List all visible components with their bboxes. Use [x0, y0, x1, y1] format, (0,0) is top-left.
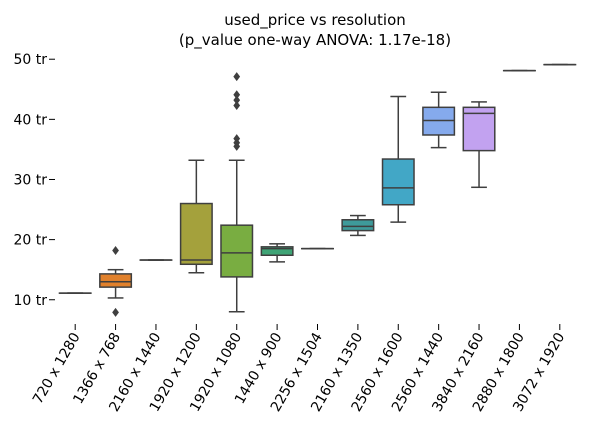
box-body [260, 246, 294, 257]
box-6 [260, 243, 294, 263]
outlier-point [233, 72, 241, 82]
box-series [58, 63, 577, 317]
box-body [220, 224, 254, 278]
box-2 [99, 245, 133, 317]
box-body [341, 219, 375, 232]
box-5 [220, 72, 254, 313]
chart-subtitle: (p_value one-way ANOVA: 1.17e-18) [179, 31, 451, 50]
outlier-point [233, 95, 241, 105]
outlier-point [233, 134, 241, 144]
box-body [179, 202, 213, 266]
box-body [381, 158, 415, 206]
box-body [99, 273, 133, 288]
box-9 [381, 95, 415, 223]
box-10 [422, 91, 456, 149]
box-11 [462, 101, 496, 189]
y-tick-label: 40 tr [13, 112, 47, 128]
outlier-point [233, 101, 241, 111]
y-tick-label: 50 tr [13, 52, 47, 68]
box-4 [179, 159, 213, 274]
outlier-point [233, 90, 241, 100]
chart-title: used_price vs resolution [224, 11, 406, 30]
y-axis: 10 tr 20 tr 30 tr 40 tr 50 tr [13, 52, 55, 309]
y-tick-label: 20 tr [13, 233, 47, 249]
y-tick-label: 10 tr [13, 293, 47, 309]
y-tick-label: 30 tr [13, 172, 47, 188]
outlier-point [112, 307, 119, 317]
box-8 [341, 214, 375, 237]
outlier-point [112, 245, 119, 255]
box-body [462, 106, 496, 152]
